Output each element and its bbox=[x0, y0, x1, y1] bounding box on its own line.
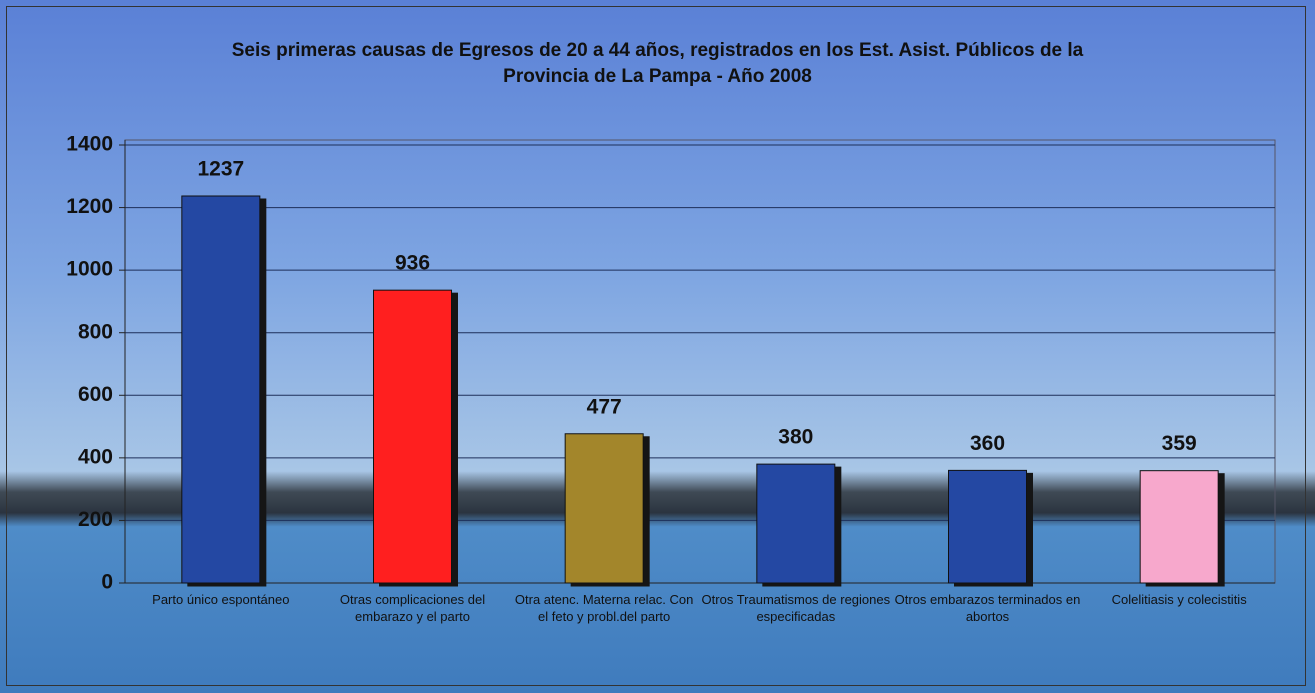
value-label: 359 bbox=[1162, 432, 1197, 455]
bar bbox=[1139, 470, 1219, 584]
y-tick-label: 1200 bbox=[66, 195, 113, 218]
title-box: Seis primeras causas de Egresos de 20 a … bbox=[0, 38, 1315, 90]
value-label: 477 bbox=[587, 395, 622, 418]
value-label: 1237 bbox=[197, 158, 244, 181]
bar bbox=[756, 463, 836, 584]
y-tick-label: 200 bbox=[78, 508, 113, 531]
bar bbox=[564, 433, 644, 584]
plot-area bbox=[124, 139, 1276, 584]
x-tick-label: Parto único espontáneo bbox=[152, 592, 290, 607]
bar bbox=[948, 469, 1027, 584]
x-tick-label: Otros Traumatismos de regiones especific… bbox=[701, 592, 891, 624]
y-tick-label: 800 bbox=[78, 320, 113, 343]
bar bbox=[373, 289, 452, 584]
value-label: 380 bbox=[778, 426, 813, 449]
value-label: 360 bbox=[970, 432, 1005, 455]
x-tick-label: Otros embarazos terminados en abortos bbox=[894, 592, 1081, 624]
y-tick-label: 400 bbox=[78, 445, 113, 468]
x-tick-label: Otra atenc. Materna relac. Con el feto y… bbox=[514, 592, 694, 624]
x-tick-label: Colelitiasis y colecistitis bbox=[1111, 592, 1247, 607]
chart-title: Seis primeras causas de Egresos de 20 a … bbox=[231, 40, 1084, 87]
y-tick-label: 1400 bbox=[66, 133, 113, 156]
frame bbox=[6, 6, 1306, 686]
y-tick-label: 1000 bbox=[66, 258, 113, 281]
y-tick-label: 0 bbox=[101, 571, 113, 594]
value-label: 936 bbox=[395, 252, 430, 275]
x-tick-label: Otras complicaciones del embarazo y el p… bbox=[339, 592, 486, 624]
bar bbox=[181, 195, 261, 584]
y-tick-label: 600 bbox=[78, 383, 113, 406]
